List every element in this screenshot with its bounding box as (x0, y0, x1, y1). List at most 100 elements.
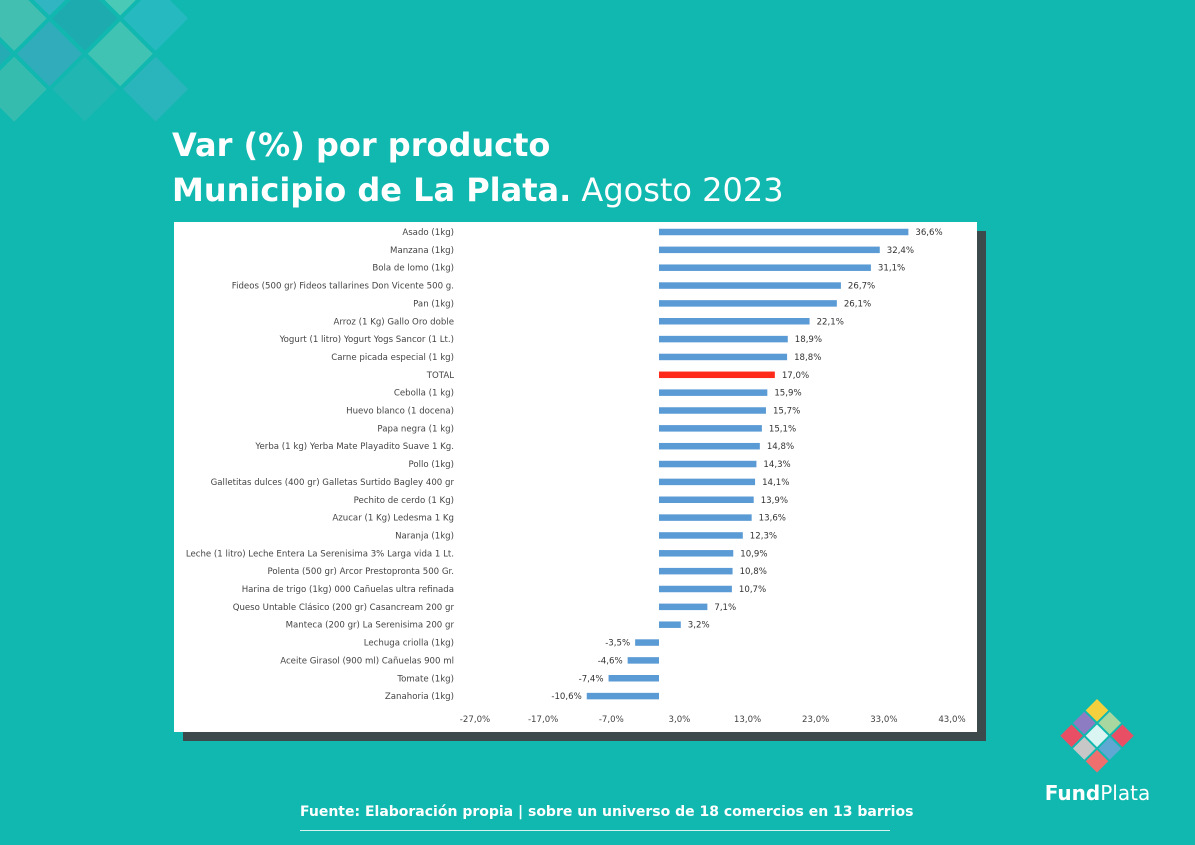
category-label: Huevo blanco (1 docena) (346, 407, 454, 417)
category-label: Tomate (1kg) (396, 674, 454, 684)
category-label: Harina de trigo (1kg) 000 Cañuelas ultra… (242, 585, 454, 595)
logo-text-plata: Plata (1100, 781, 1151, 805)
bar (658, 621, 681, 628)
category-label: Cebolla (1 kg) (394, 389, 454, 399)
category-label: Lechuga criolla (1kg) (364, 639, 454, 649)
category-label: Naranja (1kg) (395, 531, 454, 541)
subtitle-date: Agosto 2023 (571, 171, 784, 209)
value-label: 14,3% (763, 460, 790, 470)
bar (658, 425, 762, 432)
value-label: 10,8% (740, 567, 767, 577)
x-tick-label: 13,0% (734, 715, 761, 725)
category-label: Pechito de cerdo (1 Kg) (354, 496, 454, 506)
bar (658, 496, 754, 503)
value-label: -7,4% (579, 674, 604, 684)
category-label: TOTAL (426, 371, 454, 381)
bar (658, 407, 766, 414)
category-label: Fideos (500 gr) Fideos tallarines Don Vi… (232, 282, 454, 292)
category-label: Yogurt (1 litro) Yogurt Yogs Sancor (1 L… (279, 335, 454, 345)
category-label: Asado (1kg) (402, 228, 454, 238)
category-label: Papa negra (1 kg) (377, 424, 454, 434)
value-label: 10,7% (739, 585, 766, 595)
category-label: Arroz (1 Kg) Gallo Oro doble (334, 317, 454, 327)
bar-total (658, 371, 775, 379)
value-label: 15,7% (773, 407, 800, 417)
bar (658, 585, 732, 593)
category-label: Manteca (200 gr) La Serenisima 200 gr (286, 621, 455, 631)
bar (658, 264, 871, 271)
value-label: 18,9% (795, 335, 822, 345)
value-label: 17,0% (782, 371, 809, 381)
bar-chart: Asado (1kg) 36,6% Manzana (1kg) 32,4% Bola d… (186, 228, 966, 725)
value-label: 14,1% (762, 478, 789, 488)
category-label: Leche (1 litro) Leche Entera La Serenisi… (186, 549, 454, 559)
value-label: 22,1% (817, 317, 844, 327)
value-label: -3,5% (605, 639, 630, 649)
category-label: Manzana (1kg) (390, 246, 454, 256)
category-label: Azucar (1 Kg) Ledesma 1 Kg (332, 514, 454, 524)
value-label: -4,6% (598, 656, 623, 666)
category-label: Polenta (500 gr) Arcor Prestopronta 500 … (267, 567, 454, 577)
value-label: 3,2% (688, 621, 710, 631)
bar (658, 353, 788, 361)
page-title: Var (%) por producto (172, 126, 551, 164)
value-label: 26,1% (844, 299, 871, 309)
subtitle-location: Municipio de La Plata. (172, 171, 572, 209)
category-label: Carne picada especial (1 kg) (331, 353, 454, 363)
diamond-pattern-decoration (0, 0, 189, 122)
value-label: 26,7% (848, 282, 875, 292)
x-tick-label: -27,0% (460, 715, 490, 725)
value-label: 31,1% (878, 264, 905, 274)
category-label: Pan (1kg) (413, 299, 454, 309)
x-tick-label: -7,0% (599, 715, 624, 725)
bar (627, 657, 659, 664)
x-tick-label: 3,0% (669, 715, 691, 725)
bar (658, 335, 788, 343)
category-label: Pollo (1kg) (408, 460, 454, 470)
bar (658, 514, 752, 521)
logo-text-fund: Fund (1044, 781, 1101, 805)
bar (658, 246, 880, 254)
category-label: Queso Untable Clásico (200 gr) Casancrea… (233, 603, 455, 613)
bar (658, 532, 743, 539)
bar (658, 567, 733, 575)
category-label: Zanahoria (1kg) (385, 692, 454, 702)
value-label: -10,6% (551, 692, 581, 702)
category-label: Aceite Girasol (900 ml) Cañuelas 900 ml (280, 656, 454, 666)
bar (658, 442, 760, 450)
value-label: 15,1% (769, 424, 796, 434)
fundplata-logo: FundPlata (1040, 695, 1155, 810)
logo-text: FundPlata (1040, 781, 1155, 805)
bar (658, 300, 837, 307)
value-label: 36,6% (915, 228, 942, 238)
bar (658, 478, 756, 486)
bar (635, 639, 659, 646)
value-label: 14,8% (767, 442, 794, 452)
value-label: 7,1% (714, 603, 736, 613)
source-underline (300, 830, 890, 831)
bar (658, 228, 909, 236)
chart-panel: Asado (1kg) 36,6% Manzana (1kg) 32,4% Bola d… (174, 222, 977, 732)
category-label: Galletitas dulces (400 gr) Galletas Surt… (211, 478, 455, 488)
x-tick-label: 43,0% (938, 715, 965, 725)
value-label: 13,6% (759, 514, 786, 524)
value-label: 12,3% (750, 531, 777, 541)
page-subtitle: Municipio de La Plata. Agosto 2023 (172, 170, 784, 210)
bar (658, 460, 757, 468)
value-label: 18,8% (794, 353, 821, 363)
bar (658, 282, 841, 289)
x-tick-label: 33,0% (870, 715, 897, 725)
bar (658, 318, 810, 325)
logo-mark-icon (1060, 699, 1134, 773)
bar (658, 603, 708, 611)
bar (658, 389, 768, 396)
bar (658, 550, 734, 557)
x-tick-label: -17,0% (528, 715, 558, 725)
value-label: 10,9% (740, 549, 767, 559)
source-note: Fuente: Elaboración propia | sobre un un… (300, 804, 914, 820)
value-label: 13,9% (761, 496, 788, 506)
x-tick-label: 23,0% (802, 715, 829, 725)
value-label: 32,4% (887, 246, 914, 256)
bar (586, 692, 659, 700)
category-label: Bola de lomo (1kg) (372, 264, 454, 274)
